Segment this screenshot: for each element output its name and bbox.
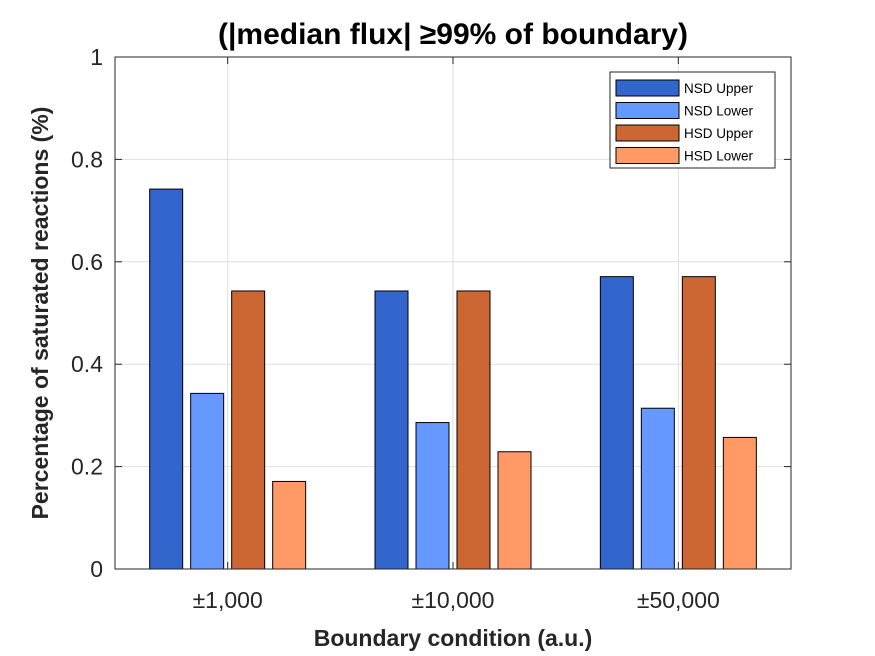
legend-swatch bbox=[615, 102, 680, 119]
bar-nsd-upper bbox=[599, 276, 634, 570]
legend: NSD Upper NSD Lower HSD Upper HSD Lower bbox=[609, 71, 776, 169]
x-axis-ticks: ±1,000 ±10,000 ±50,000 bbox=[193, 57, 720, 613]
x-tick-label: ±1,000 bbox=[193, 587, 263, 613]
chart-title: (|median flux| ≥99% of boundary) bbox=[218, 18, 688, 51]
y-axis-label: Percentage of saturated reactions (%) bbox=[27, 107, 53, 520]
bar-nsd-lower bbox=[415, 422, 450, 570]
bar-nsd-upper bbox=[374, 290, 409, 570]
legend-label: NSD Lower bbox=[684, 104, 754, 119]
bar-nsd-lower bbox=[190, 392, 225, 570]
legend-label: NSD Upper bbox=[684, 81, 754, 96]
y-tick-label: 0.8 bbox=[71, 146, 103, 172]
bar-hsd-lower bbox=[497, 451, 532, 570]
legend-label: HSD Lower bbox=[684, 149, 754, 164]
bar-nsd-lower bbox=[640, 407, 675, 570]
x-axis-label: Boundary condition (a.u.) bbox=[314, 625, 593, 651]
legend-swatch bbox=[615, 79, 680, 97]
bar-hsd-lower bbox=[272, 480, 307, 570]
bar-hsd-upper bbox=[456, 290, 491, 570]
bar-hsd-upper bbox=[231, 290, 266, 570]
legend-swatch bbox=[615, 124, 680, 142]
bar-nsd-upper bbox=[149, 188, 184, 570]
y-axis-ticks: 0 0.2 0.4 0.6 0.8 1 bbox=[71, 44, 791, 582]
legend-label: HSD Upper bbox=[684, 126, 754, 141]
y-tick-label: 0.4 bbox=[71, 351, 103, 377]
y-tick-label: 0.2 bbox=[71, 454, 103, 480]
legend-swatch bbox=[615, 147, 680, 164]
y-tick-label: 0 bbox=[90, 556, 103, 582]
bar-hsd-lower bbox=[722, 436, 757, 570]
y-tick-label: 0.6 bbox=[71, 249, 103, 275]
y-tick-label: 1 bbox=[90, 44, 103, 70]
grid-lines bbox=[115, 57, 791, 569]
x-tick-label: ±10,000 bbox=[412, 587, 495, 613]
x-tick-label: ±50,000 bbox=[637, 587, 720, 613]
bar-hsd-upper bbox=[681, 276, 716, 570]
